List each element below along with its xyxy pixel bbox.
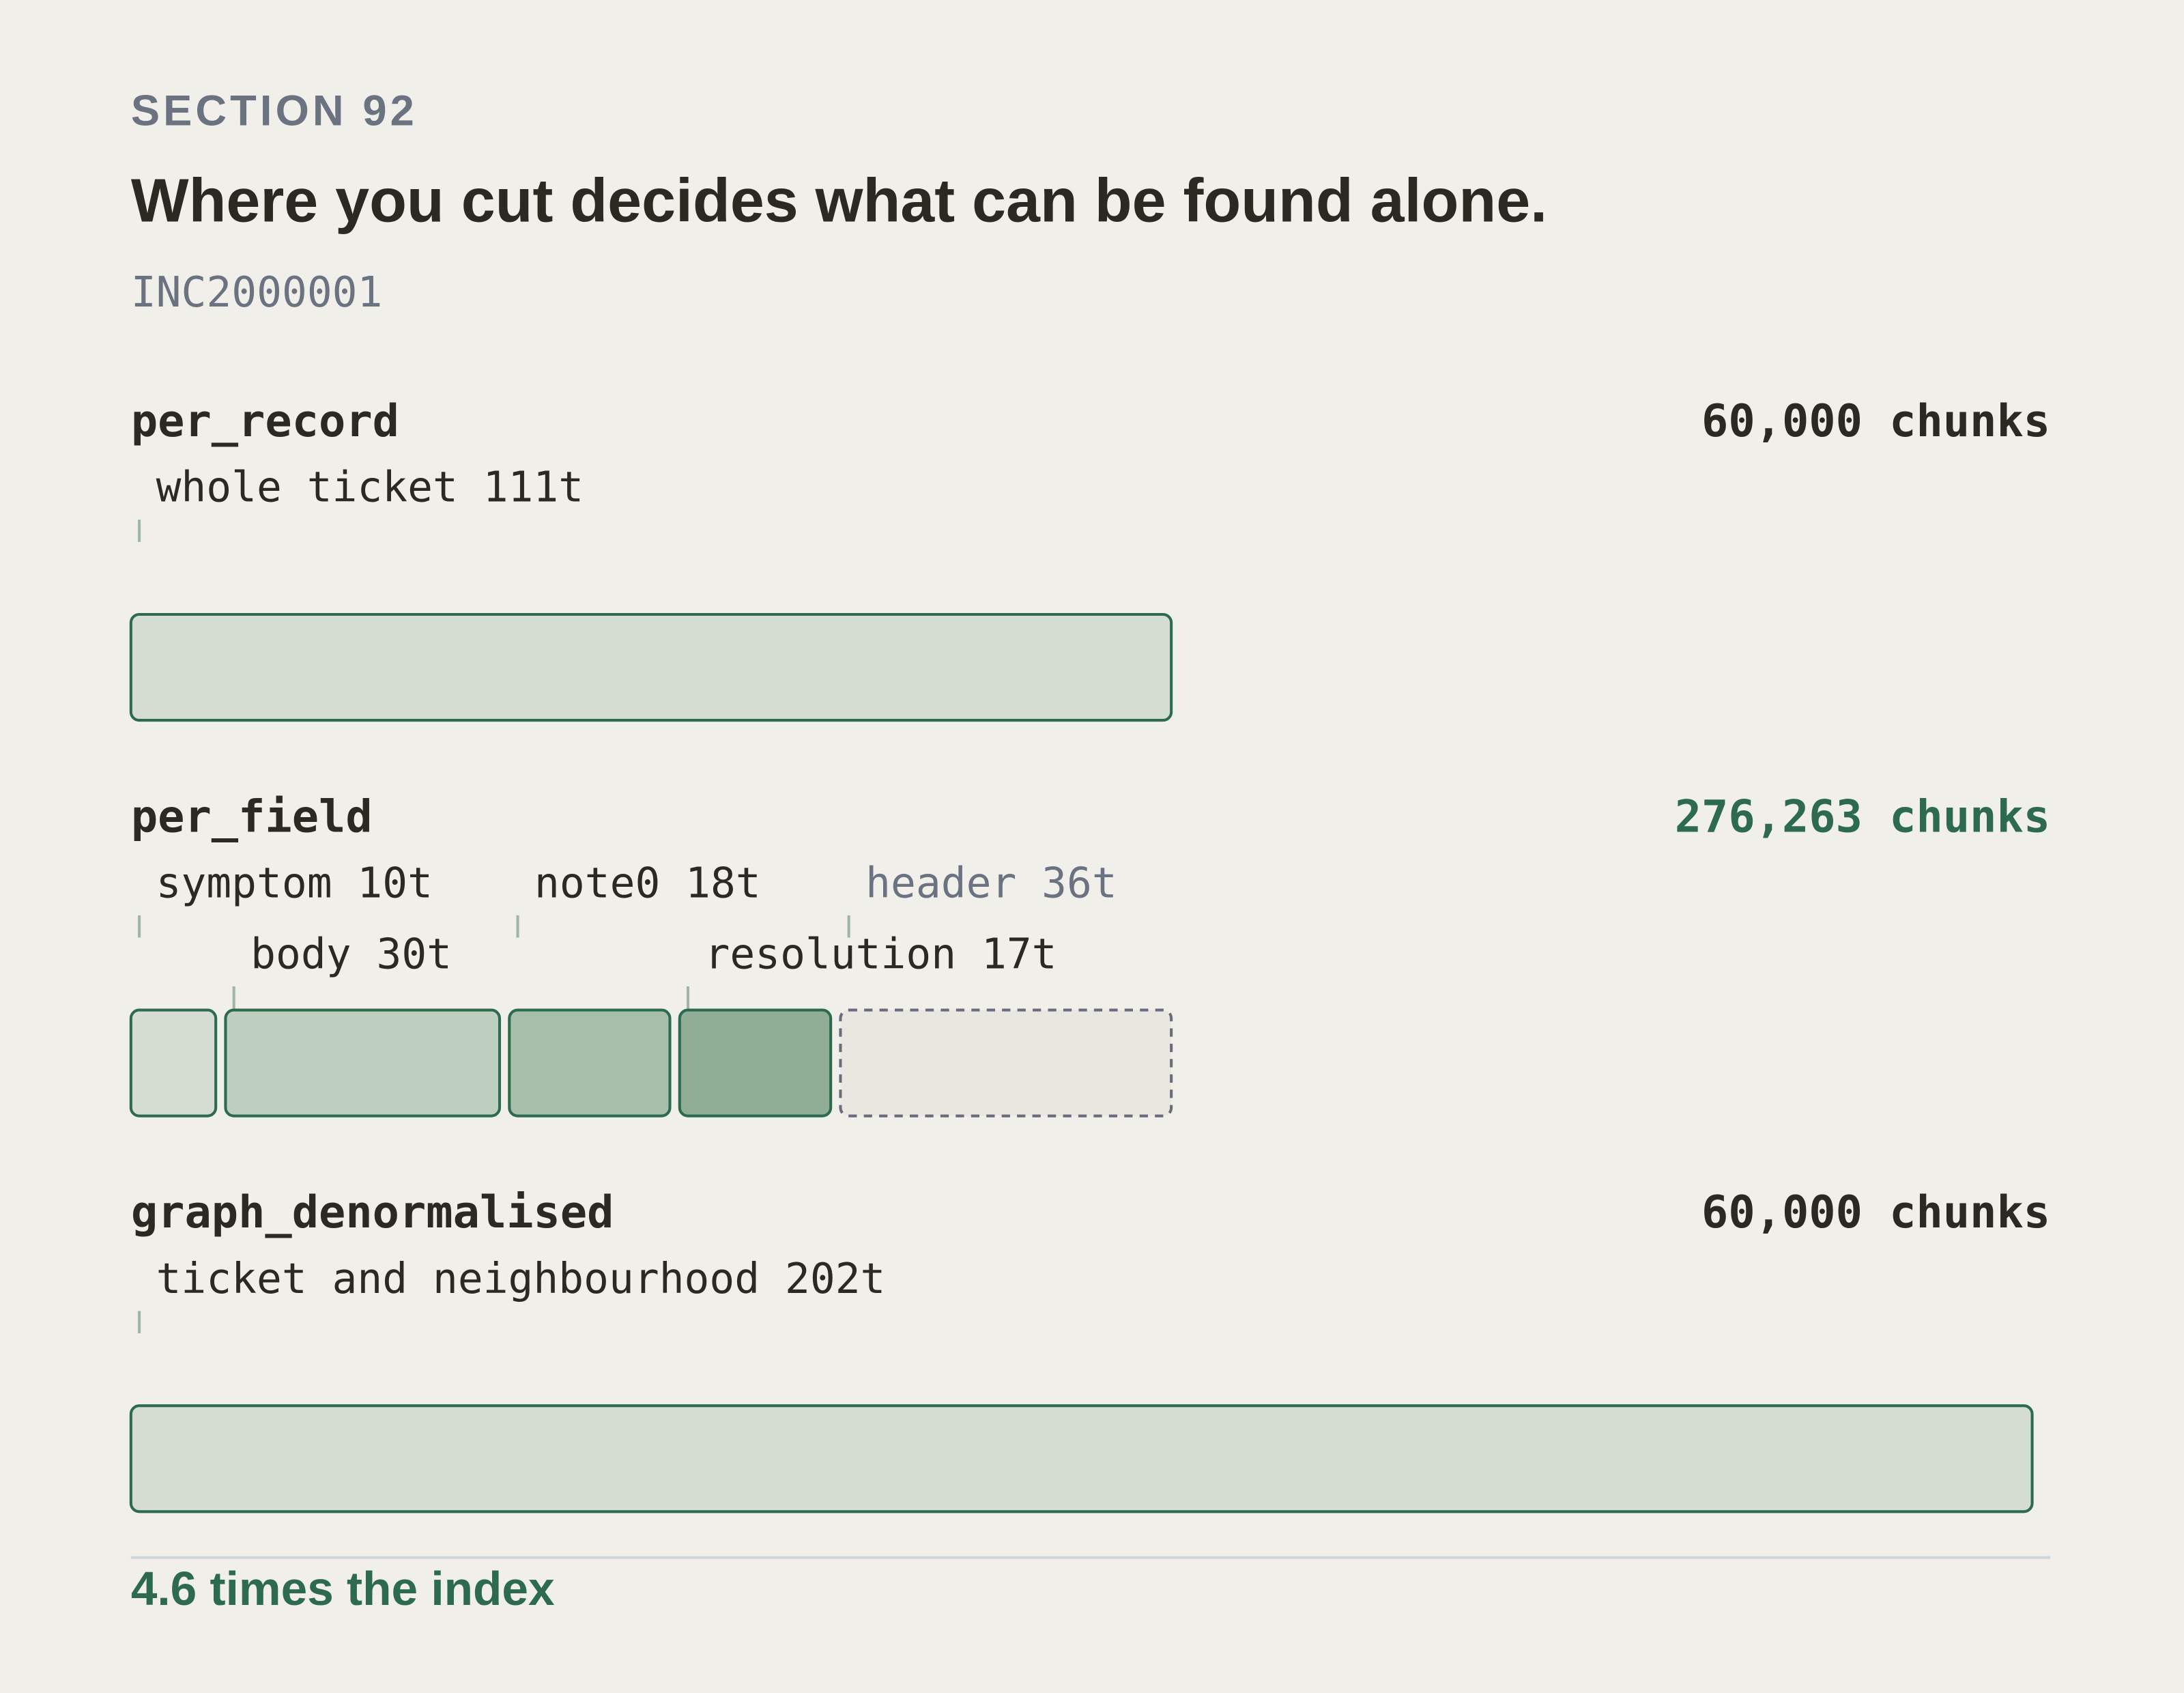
section-label: SECTION 92 bbox=[131, 87, 418, 135]
segment-label: body 30t bbox=[250, 930, 452, 978]
segment-bar bbox=[129, 1404, 2034, 1513]
row-name: per_field bbox=[131, 791, 373, 842]
chunk-count: 276,263 chunks bbox=[1675, 791, 2050, 842]
segment-label: ticket and neighbourhood 202t bbox=[156, 1255, 886, 1303]
segment-label: whole ticket 111t bbox=[156, 464, 584, 512]
segment-label: header 36t bbox=[865, 859, 1117, 907]
segment-label: note0 18t bbox=[534, 859, 761, 907]
chunk-count: 60,000 chunks bbox=[1701, 1186, 2050, 1238]
segment-bar bbox=[678, 1008, 833, 1118]
row-name: per_record bbox=[131, 395, 399, 447]
segment-bar bbox=[129, 612, 1173, 722]
segment-label: resolution 17t bbox=[705, 930, 1057, 978]
chunk-count: 60,000 chunks bbox=[1701, 395, 2050, 447]
footer: 4.6 times the index bbox=[131, 1562, 555, 1615]
title: Where you cut decides what can be found … bbox=[131, 167, 1547, 235]
segment-bar bbox=[224, 1008, 502, 1118]
segment-bar bbox=[129, 1008, 218, 1118]
record-id: INC2000001 bbox=[131, 268, 383, 317]
row-name: graph_denormalised bbox=[131, 1186, 614, 1238]
segment-bar bbox=[839, 1008, 1173, 1118]
segment-label: symptom 10t bbox=[156, 859, 433, 907]
segment-bar bbox=[508, 1008, 672, 1118]
